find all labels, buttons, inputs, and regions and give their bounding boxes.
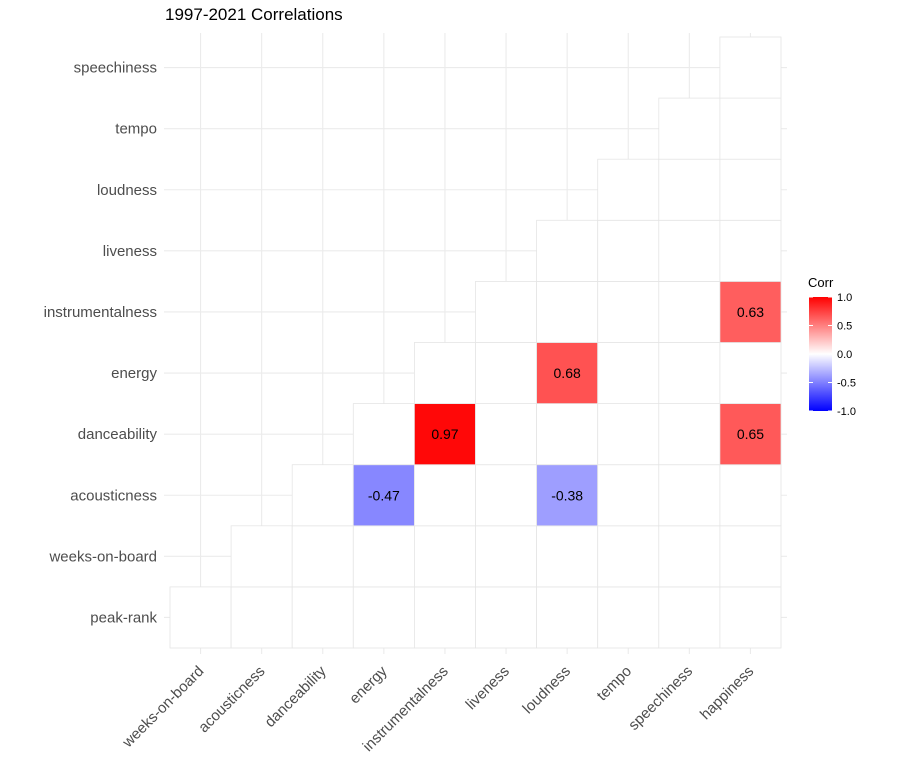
x-tick-label: tempo <box>594 663 636 705</box>
heatmap-cell <box>658 97 721 160</box>
heatmap-cell <box>719 280 782 343</box>
cell-value-label: 0.97 <box>431 426 458 442</box>
y-tick-label: energy <box>111 365 157 382</box>
cell-value-labels: -0.47 0.97 -0.38 0.68 0.65 0.63 <box>368 304 764 503</box>
heatmap-cell <box>658 280 721 343</box>
heatmap-cell <box>719 464 782 527</box>
heatmap-cell <box>413 342 476 404</box>
heatmap-cell <box>597 158 660 221</box>
heatmap-cell <box>719 97 782 160</box>
x-tick-label: energy <box>346 662 391 707</box>
heatmap-cell <box>597 219 660 282</box>
legend-tick-label: 0.5 <box>837 321 852 333</box>
heatmap-cell <box>719 342 782 404</box>
x-tick-label: weeks-on-board <box>119 663 208 752</box>
legend-title: Corr <box>808 275 834 290</box>
heatmap-cell <box>475 342 537 404</box>
heatmap-cell <box>536 525 599 588</box>
legend-colorbar <box>809 297 832 411</box>
heatmap-cell <box>658 586 721 649</box>
heatmap-cells <box>169 36 782 649</box>
heatmap-cell <box>413 464 476 527</box>
heatmap-cell <box>291 525 354 588</box>
heatmap-cell <box>719 36 782 99</box>
heatmap-cell <box>230 525 293 588</box>
heatmap-cell <box>475 403 537 466</box>
heatmap-cell <box>658 342 721 404</box>
heatmap-cell <box>413 403 476 466</box>
heatmap-cell <box>413 586 476 649</box>
cell-value-label: -0.38 <box>551 487 583 503</box>
cell-value-label: 0.68 <box>554 365 581 381</box>
heatmap-cell <box>597 403 660 466</box>
heatmap-cell <box>352 586 415 649</box>
heatmap-cell <box>658 525 721 588</box>
heatmap-cell <box>719 586 782 649</box>
x-tick-label: loudness <box>519 663 573 717</box>
y-tick-label: acousticness <box>70 487 157 504</box>
color-legend: Corr 1.0 0.5 0.0 -0.5 -1.0 <box>808 275 856 418</box>
heatmap-cell <box>352 525 415 588</box>
legend-tick-label: -0.5 <box>837 378 856 390</box>
heatmap-cell <box>536 219 599 282</box>
heatmap-cell <box>413 525 476 588</box>
heatmap-cell <box>475 280 537 343</box>
x-tick-label: speechiness <box>625 663 696 734</box>
heatmap-cell <box>536 586 599 649</box>
heatmap-cell <box>597 280 660 343</box>
heatmap-cell <box>658 158 721 221</box>
heatmap-cell <box>658 403 721 466</box>
y-tick-label: tempo <box>115 121 157 138</box>
heatmap-cell <box>536 280 599 343</box>
heatmap-cell <box>475 525 537 588</box>
cell-value-label: 0.65 <box>737 426 764 442</box>
chart-title: 1997-2021 Correlations <box>165 5 343 24</box>
x-tick-label: liveness <box>463 663 513 713</box>
legend-tick-label: 1.0 <box>837 292 852 304</box>
heatmap-cell <box>169 586 232 649</box>
x-tick-label: danceability <box>262 662 330 730</box>
heatmap-cell <box>597 586 660 649</box>
heatmap-cell <box>719 219 782 282</box>
heatmap-cell <box>475 586 537 649</box>
heatmap-cell <box>291 586 354 649</box>
cell-value-label: 0.63 <box>737 304 764 320</box>
heatmap-cell <box>536 403 599 466</box>
heatmap-cell <box>719 525 782 588</box>
heatmap-cell <box>475 464 537 527</box>
y-tick-label: danceability <box>78 426 158 443</box>
heatmap-cell <box>536 342 599 404</box>
legend-tick-label: 0.0 <box>837 349 852 361</box>
y-tick-label: liveness <box>103 243 157 260</box>
heatmap-cell <box>719 158 782 221</box>
y-tick-label: speechiness <box>74 60 157 77</box>
heatmap-cell <box>597 464 660 527</box>
heatmap-cell <box>352 464 415 527</box>
heatmap-cell <box>352 403 415 466</box>
heatmap-cell <box>597 342 660 404</box>
legend-tick-label: -1.0 <box>837 406 856 418</box>
heatmap-cell <box>658 219 721 282</box>
y-axis: peak-rank weeks-on-board acousticness dance… <box>44 60 158 627</box>
x-tick-label: happiness <box>697 663 757 723</box>
y-tick-label: loudness <box>97 182 157 199</box>
y-tick-label: instrumentalness <box>44 304 157 321</box>
heatmap-cell <box>658 464 721 527</box>
heatmap-cell <box>597 525 660 588</box>
cell-value-label: -0.47 <box>368 487 400 503</box>
y-tick-label: weeks-on-board <box>48 548 157 565</box>
heatmap-cell <box>230 586 293 649</box>
heatmap-cell <box>719 403 782 466</box>
y-tick-label: peak-rank <box>90 609 157 626</box>
heatmap-cell <box>291 464 354 527</box>
